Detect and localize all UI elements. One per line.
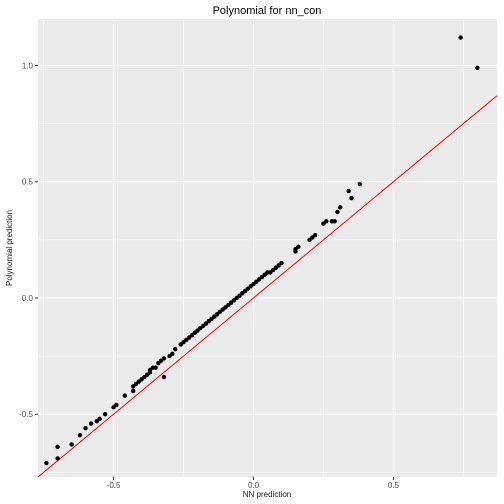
- grid-lines: [38, 19, 497, 477]
- data-point: [338, 205, 343, 210]
- y-tick-label: 0.5: [22, 178, 34, 187]
- data-point: [97, 416, 102, 422]
- y-tick-label: 0.0: [22, 294, 34, 303]
- y-tick-label: -0.5: [19, 410, 33, 419]
- data-point: [475, 65, 480, 71]
- data-point: [349, 195, 354, 201]
- data-point: [88, 421, 94, 426]
- data-point: [114, 402, 119, 408]
- data-point: [55, 444, 60, 449]
- data-point: [296, 244, 301, 250]
- data-point: [279, 260, 284, 266]
- axis-ticks: -0.5 0.0 0.5 -0.5 0.0 0.5 1.0: [19, 61, 399, 490]
- y-axis-title: Polynomial prediction: [5, 210, 14, 286]
- plot-panel: [38, 19, 497, 477]
- data-point: [44, 460, 49, 466]
- data-point: [83, 425, 88, 431]
- chart-title: Polynomial for nn_con: [213, 5, 322, 17]
- data-point: [312, 233, 318, 238]
- data-point: [332, 219, 337, 224]
- data-point: [130, 388, 136, 394]
- data-point: [122, 393, 127, 398]
- data-point: [346, 188, 351, 194]
- data-point: [458, 35, 463, 40]
- reference-line: [37, 95, 498, 478]
- data-point: [69, 442, 74, 447]
- y-tick-label: 1.0: [22, 61, 34, 70]
- data-point: [357, 181, 363, 187]
- data-points: [44, 35, 480, 466]
- data-point: [161, 374, 167, 380]
- data-point: [172, 346, 178, 352]
- data-point: [77, 432, 83, 438]
- data-point: [102, 412, 108, 417]
- data-point: [153, 365, 158, 370]
- x-tick-label: 0.0: [248, 481, 260, 490]
- x-tick-label: -0.5: [107, 481, 121, 490]
- data-point: [55, 456, 60, 461]
- data-point: [324, 219, 329, 224]
- data-point: [161, 356, 167, 361]
- data-point: [335, 209, 340, 215]
- x-tick-label: 0.5: [388, 481, 400, 490]
- x-axis-title: NN prediction: [243, 490, 291, 499]
- reference-line-layer: [37, 95, 498, 478]
- data-point: [170, 351, 175, 356]
